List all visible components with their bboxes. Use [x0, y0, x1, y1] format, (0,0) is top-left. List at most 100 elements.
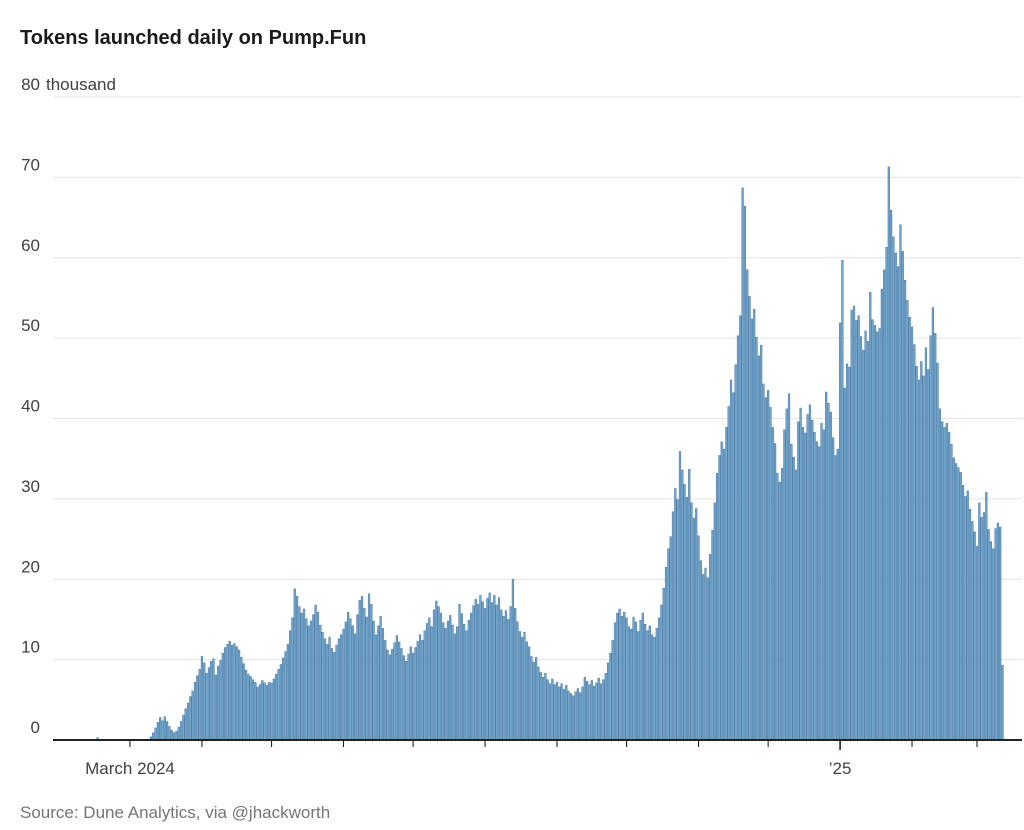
bar — [163, 716, 166, 741]
bar — [344, 621, 347, 741]
bar — [312, 614, 315, 741]
bar — [314, 604, 317, 741]
bar — [291, 617, 294, 741]
bar — [808, 404, 812, 741]
bar — [548, 683, 552, 741]
bar — [400, 648, 403, 741]
bar — [398, 641, 401, 741]
bar — [435, 600, 438, 741]
bar — [374, 634, 378, 741]
bar — [706, 577, 709, 741]
y-tick-label: 0 — [31, 718, 40, 737]
bar — [934, 333, 937, 741]
bar — [820, 423, 823, 741]
bar — [560, 683, 563, 741]
bar — [637, 631, 640, 741]
bar — [901, 251, 904, 741]
bar — [518, 631, 521, 741]
bar — [938, 408, 941, 741]
bar — [321, 632, 324, 741]
bar — [203, 662, 206, 741]
bar — [593, 685, 596, 741]
bar — [583, 677, 586, 741]
bar — [340, 634, 343, 741]
bar — [685, 497, 689, 741]
bar — [936, 362, 939, 741]
bar — [168, 726, 171, 741]
bar — [804, 432, 807, 741]
bar — [235, 646, 238, 741]
bar — [950, 443, 953, 741]
bar — [365, 616, 368, 741]
bar — [623, 611, 626, 741]
bar — [859, 336, 863, 741]
bar — [776, 472, 779, 741]
bar — [732, 392, 735, 741]
bar — [989, 541, 993, 741]
bar — [523, 632, 526, 741]
bar — [699, 560, 702, 741]
bar — [237, 649, 241, 741]
bar — [353, 633, 357, 741]
bar — [829, 411, 832, 741]
bar — [709, 554, 712, 741]
bar — [395, 635, 398, 741]
bar — [156, 722, 159, 741]
bar — [300, 612, 303, 741]
bar — [987, 529, 990, 741]
bar — [948, 431, 951, 741]
bar — [372, 620, 375, 741]
bar — [240, 656, 243, 741]
bar — [725, 427, 728, 741]
bar — [655, 628, 658, 741]
bar — [305, 618, 308, 741]
bar — [289, 630, 292, 741]
bar-series — [96, 166, 1004, 741]
bar — [720, 441, 723, 741]
bar — [894, 252, 897, 741]
y-tick-label: 10 — [21, 638, 40, 657]
bar — [196, 675, 199, 741]
bar — [449, 615, 452, 741]
bar — [774, 443, 777, 741]
bar — [409, 646, 412, 741]
bar — [760, 345, 763, 741]
bar — [272, 678, 275, 741]
bar — [920, 361, 923, 741]
bar — [416, 640, 419, 741]
bar — [567, 690, 570, 741]
bar — [214, 674, 217, 741]
bar — [606, 662, 610, 741]
bar — [333, 652, 336, 741]
bar — [764, 397, 767, 741]
bar — [541, 677, 545, 741]
bar — [565, 685, 568, 741]
bar — [504, 610, 508, 741]
bar — [562, 689, 566, 741]
bar — [551, 678, 554, 741]
bar — [247, 673, 250, 741]
bar — [620, 615, 624, 741]
bar — [785, 408, 788, 741]
bar — [483, 607, 487, 741]
bar — [193, 681, 197, 741]
bar — [994, 528, 997, 741]
bar — [166, 721, 169, 741]
bar — [897, 266, 900, 741]
bar — [453, 633, 456, 741]
bar — [845, 363, 849, 741]
bar — [741, 187, 744, 741]
bar — [718, 455, 721, 741]
bar — [509, 606, 512, 741]
bar — [852, 305, 856, 741]
bar — [982, 512, 986, 741]
bar — [996, 522, 999, 741]
bar — [797, 421, 800, 741]
bar — [521, 636, 524, 741]
bar — [862, 349, 865, 741]
bar — [792, 456, 795, 741]
bar — [261, 680, 264, 741]
bar — [474, 599, 477, 741]
bar — [609, 652, 612, 741]
